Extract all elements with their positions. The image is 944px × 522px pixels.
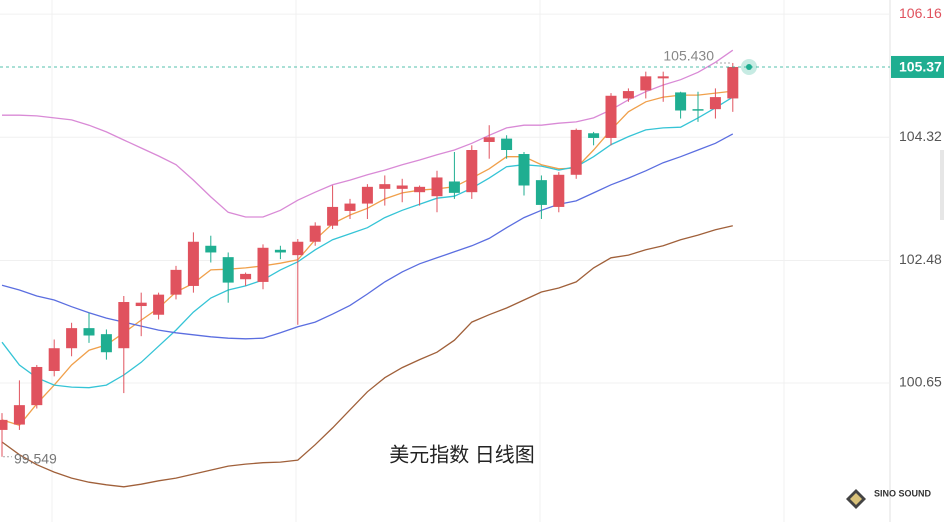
low-marker-label: 99.549 bbox=[14, 450, 57, 466]
candle-body bbox=[153, 294, 165, 315]
candle-body bbox=[205, 245, 217, 253]
candle-body bbox=[83, 328, 95, 336]
candle-body bbox=[675, 92, 687, 111]
candle-body bbox=[222, 257, 234, 283]
candle-body bbox=[727, 66, 739, 99]
candle-body bbox=[570, 129, 582, 175]
candle-body bbox=[344, 203, 356, 211]
candle-body bbox=[657, 76, 669, 79]
candle-body bbox=[466, 150, 478, 193]
current-price-box bbox=[891, 55, 944, 78]
candle-body bbox=[361, 186, 373, 204]
candle-body bbox=[448, 181, 460, 193]
candle-body bbox=[709, 97, 721, 110]
brand-logo: SINO SOUND bbox=[846, 488, 932, 509]
candle-body bbox=[414, 186, 426, 193]
candle-body bbox=[274, 249, 286, 253]
current-price-label: 105.37 bbox=[899, 59, 942, 75]
candle-body bbox=[309, 225, 321, 242]
candle-body bbox=[431, 177, 443, 197]
candle-body bbox=[483, 137, 495, 142]
candle-body bbox=[240, 273, 252, 280]
candle-body bbox=[135, 302, 147, 307]
candle-body bbox=[48, 348, 60, 371]
candle-body bbox=[622, 91, 634, 99]
candle-body bbox=[518, 154, 530, 186]
candle-body bbox=[535, 180, 547, 205]
indicator-line bbox=[1, 225, 733, 488]
candle-body bbox=[605, 95, 617, 138]
y-tick-label: 104.32 bbox=[899, 128, 942, 144]
scrollbar[interactable] bbox=[940, 150, 944, 220]
candle-body bbox=[396, 185, 408, 189]
brand-text: SINO SOUND bbox=[874, 488, 932, 498]
y-tick-label: 102.48 bbox=[899, 251, 942, 267]
candle-body bbox=[553, 174, 565, 207]
candle-body bbox=[640, 76, 652, 91]
candle-body bbox=[292, 241, 304, 256]
candle-body bbox=[379, 184, 391, 189]
y-tick-label: 100.65 bbox=[899, 374, 942, 390]
chart-title: 美元指数 日线图 bbox=[389, 443, 535, 466]
candle-body bbox=[13, 405, 25, 425]
current-price-dot bbox=[746, 63, 752, 70]
candle-body bbox=[588, 133, 600, 138]
candle-body bbox=[327, 206, 339, 226]
candle-body bbox=[170, 269, 182, 295]
candle-body bbox=[501, 138, 513, 151]
candle-body bbox=[100, 334, 112, 353]
candle-body bbox=[692, 109, 704, 111]
candle-body bbox=[66, 328, 78, 349]
candle-body bbox=[257, 247, 269, 282]
candle-body bbox=[31, 366, 43, 406]
logo-icon bbox=[850, 493, 862, 505]
candle-body bbox=[187, 241, 199, 286]
candle-body bbox=[118, 302, 130, 349]
y-tick-label: 106.16 bbox=[899, 5, 942, 21]
high-marker-label: 105.430 bbox=[663, 48, 714, 64]
candle-body bbox=[0, 419, 8, 430]
